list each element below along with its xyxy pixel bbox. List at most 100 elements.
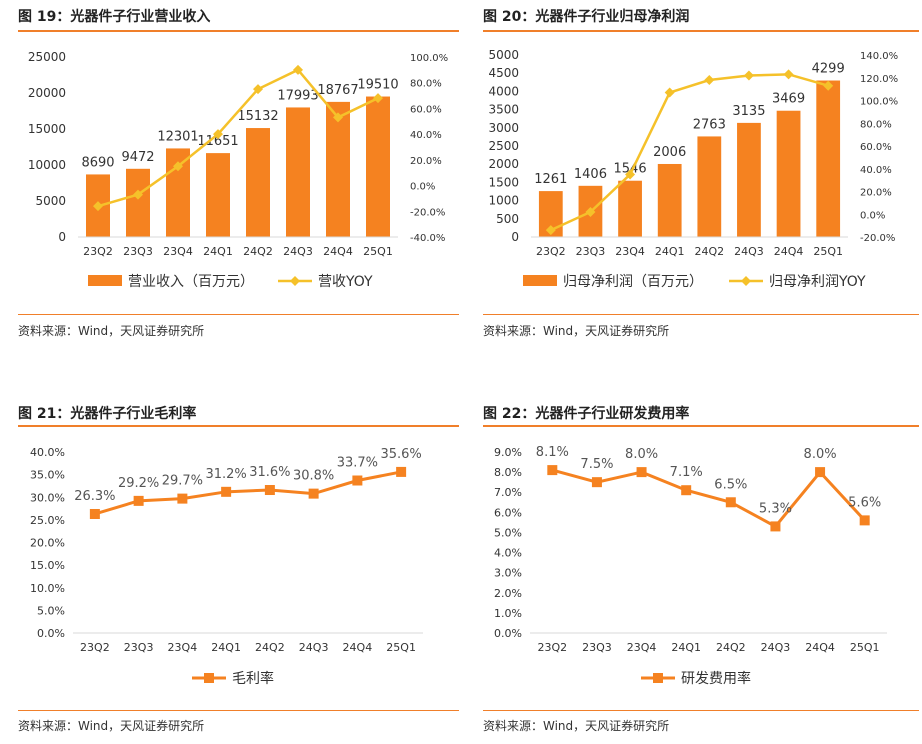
x-tick-label: 24Q4 bbox=[343, 641, 373, 654]
y-tick-label: 8.0% bbox=[494, 466, 522, 479]
series-point bbox=[681, 485, 692, 496]
bar-data-label: 19510 bbox=[357, 78, 398, 93]
yoy-point bbox=[625, 169, 636, 180]
source-note: 资料来源：Wind，天风证券研究所 bbox=[483, 324, 670, 338]
x-tick-label: 24Q2 bbox=[255, 641, 285, 654]
legend-bar-swatch bbox=[523, 275, 557, 286]
legend-bar-swatch bbox=[88, 275, 122, 286]
chart-title: 图 19：光器件子行业营业收入 bbox=[18, 9, 211, 25]
yoy-point bbox=[783, 69, 794, 80]
x-tick-label: 24Q4 bbox=[774, 245, 804, 258]
series-point bbox=[859, 515, 870, 526]
y-tick-label: 5.0% bbox=[494, 526, 522, 539]
data-label: 31.2% bbox=[205, 467, 246, 482]
bar-data-label: 1261 bbox=[534, 172, 567, 187]
y2-tick-label: 60.0% bbox=[860, 142, 892, 153]
data-label: 31.6% bbox=[249, 465, 290, 480]
y-tick-label: 0 bbox=[58, 230, 66, 244]
data-label: 5.6% bbox=[848, 495, 881, 510]
series-point bbox=[133, 495, 144, 506]
rd-ratio-chart: 0.0% 1.0% 2.0% 3.0% 4.0% 5.0% 6.0% 7.0% 8.0% 9.0%… bbox=[494, 445, 887, 687]
legend-line-label: 归母净利润YOY bbox=[769, 273, 866, 290]
bar bbox=[286, 107, 310, 237]
x-tick-label: 24Q4 bbox=[805, 641, 835, 654]
data-label: 7.5% bbox=[580, 457, 613, 472]
data-label: 26.3% bbox=[74, 489, 115, 504]
series-point bbox=[396, 466, 407, 477]
x-tick-label: 24Q1 bbox=[203, 245, 233, 258]
x-tick-label: 24Q3 bbox=[761, 641, 791, 654]
y2-tick-label: -40.0% bbox=[410, 233, 445, 244]
chart-panel-gross-margin: 图 21：光器件子行业毛利率 0.0% 5.0% 10.0% 15.0% 20.0% 25… bbox=[18, 400, 459, 744]
bar bbox=[697, 136, 722, 237]
x-tick-label: 24Q3 bbox=[283, 245, 313, 258]
x-tick-label: 24Q2 bbox=[243, 245, 273, 258]
data-label: 29.7% bbox=[162, 474, 203, 489]
x-tick-label: 24Q1 bbox=[671, 641, 701, 654]
y-tick-label: 40.0% bbox=[30, 446, 65, 459]
y-tick-label: 9.0% bbox=[494, 446, 522, 459]
series-point bbox=[815, 467, 826, 478]
chart-title: 图 21：光器件子行业毛利率 bbox=[18, 406, 197, 422]
bar bbox=[126, 168, 150, 237]
bar-data-label: 12301 bbox=[157, 129, 198, 144]
bar-data-label: 3469 bbox=[772, 92, 805, 107]
yoy-point bbox=[93, 201, 103, 212]
legend-bar-label: 营业收入（百万元） bbox=[128, 274, 254, 290]
y-tick-label: 3500 bbox=[488, 103, 519, 117]
legend-bar-label: 归母净利润（百万元） bbox=[563, 273, 703, 290]
source-note: 资料来源：Wind，天风证券研究所 bbox=[18, 324, 205, 338]
y-tick-label: 0.0% bbox=[494, 627, 522, 640]
y-tick-label: 10000 bbox=[28, 158, 66, 172]
bar-data-label: 2006 bbox=[653, 145, 686, 160]
y-tick-label: 20000 bbox=[28, 86, 66, 100]
source-divider bbox=[483, 314, 919, 315]
y2-tick-label: 120.0% bbox=[860, 74, 898, 85]
source-note: 资料来源：Wind，天风证券研究所 bbox=[18, 719, 205, 733]
bar-data-label: 1546 bbox=[614, 162, 647, 177]
yoy-point bbox=[253, 84, 263, 95]
y2-tick-label: -20.0% bbox=[860, 233, 895, 244]
y-tick-label: 3000 bbox=[488, 121, 519, 135]
chart-panel-net-profit: 图 20：光器件子行业归母净利润 0 500 1000 1500 2000 2500 300… bbox=[483, 0, 919, 350]
yoy-point bbox=[213, 129, 223, 140]
chart-panel-revenue: 图 19：光器件子行业营业收入 0 5000 10000 15000 20000 2500… bbox=[18, 0, 459, 350]
gross-margin-chart: 0.0% 5.0% 10.0% 15.0% 20.0% 25.0% 30.0% 35.0% 40… bbox=[30, 446, 423, 687]
series-point bbox=[770, 521, 781, 532]
y2-tick-label: 40.0% bbox=[860, 165, 892, 176]
series-point bbox=[547, 465, 558, 476]
legend-label: 研发费用率 bbox=[681, 670, 751, 687]
yoy-line bbox=[550, 73, 829, 232]
yoy-line bbox=[97, 68, 379, 208]
x-tick-label: 23Q4 bbox=[615, 245, 645, 258]
data-label: 30.8% bbox=[293, 469, 334, 484]
chart-title: 图 20：光器件子行业归母净利润 bbox=[483, 9, 690, 25]
data-label: 33.7% bbox=[337, 456, 378, 471]
yoy-point bbox=[585, 206, 596, 217]
x-tick-label: 23Q2 bbox=[536, 245, 566, 258]
x-tick-label: 24Q1 bbox=[655, 245, 685, 258]
bar bbox=[538, 191, 563, 237]
bar-data-label: 2763 bbox=[693, 117, 726, 132]
x-tick-label: 24Q2 bbox=[694, 245, 724, 258]
y-tick-label: 3.0% bbox=[494, 567, 522, 580]
series-point bbox=[725, 497, 736, 508]
bar bbox=[206, 153, 230, 237]
bar bbox=[776, 110, 801, 237]
x-tick-label: 24Q4 bbox=[323, 245, 353, 258]
y-tick-label: 30.0% bbox=[30, 491, 65, 504]
y2-tick-label: 0.0% bbox=[410, 182, 435, 193]
series-point bbox=[89, 508, 100, 519]
bar-data-label: 9472 bbox=[121, 150, 154, 165]
title-divider bbox=[18, 30, 459, 32]
y-tick-label: 35.0% bbox=[30, 469, 65, 482]
bar-data-label: 1406 bbox=[574, 167, 607, 182]
x-tick-label: 23Q4 bbox=[168, 641, 198, 654]
x-tick-label: 25Q1 bbox=[850, 641, 880, 654]
data-label: 7.1% bbox=[670, 465, 703, 480]
y-tick-label: 2.0% bbox=[494, 587, 522, 600]
y2-tick-label: 40.0% bbox=[410, 130, 442, 141]
revenue-chart: 0 5000 10000 15000 20000 25000 -40.0% -20.0% 0.0… bbox=[28, 50, 448, 290]
y-tick-label: 1000 bbox=[488, 194, 519, 208]
title-divider bbox=[483, 425, 919, 427]
